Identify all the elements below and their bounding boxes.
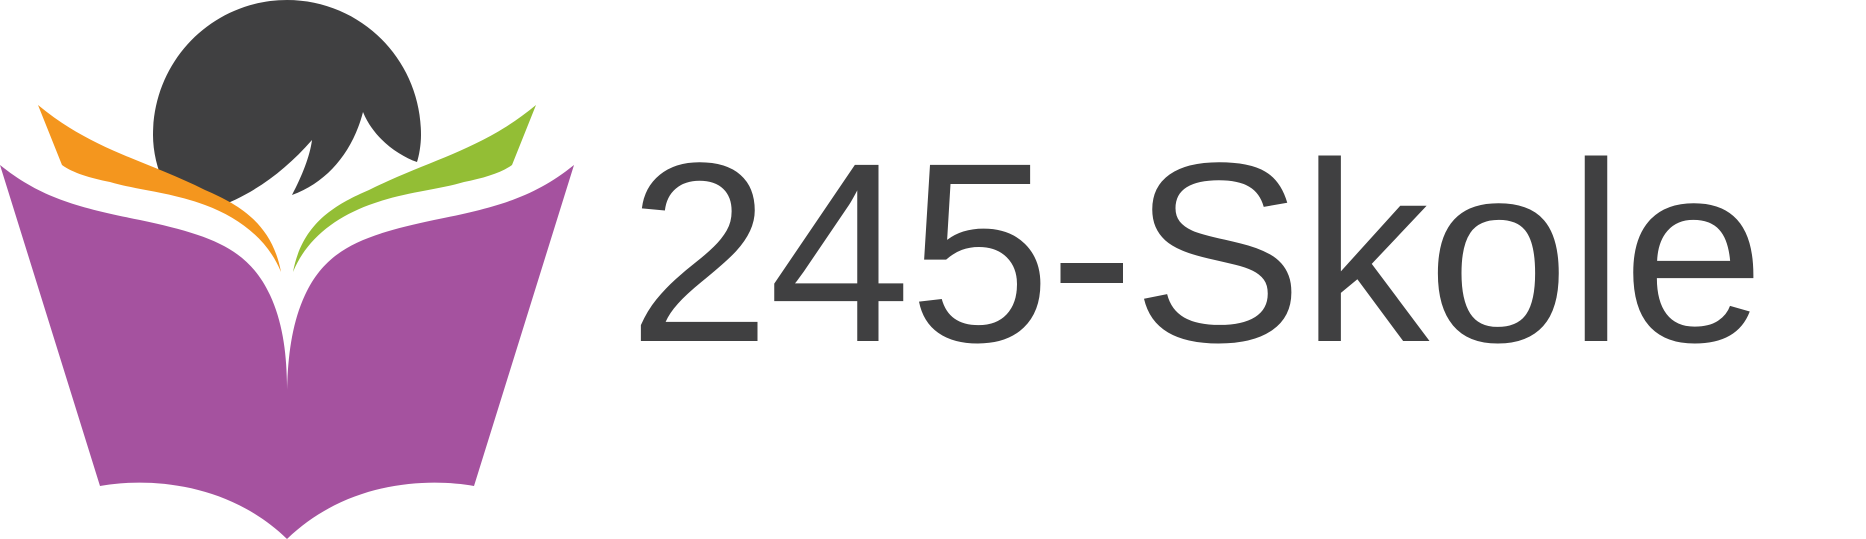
head-shape [153, 0, 421, 208]
right-wing-shape [293, 105, 536, 272]
book-shape [0, 165, 574, 539]
school-logo-icon [0, 0, 574, 539]
left-wing-shape [38, 105, 281, 272]
brand-name: 245-Skole [628, 110, 1765, 396]
